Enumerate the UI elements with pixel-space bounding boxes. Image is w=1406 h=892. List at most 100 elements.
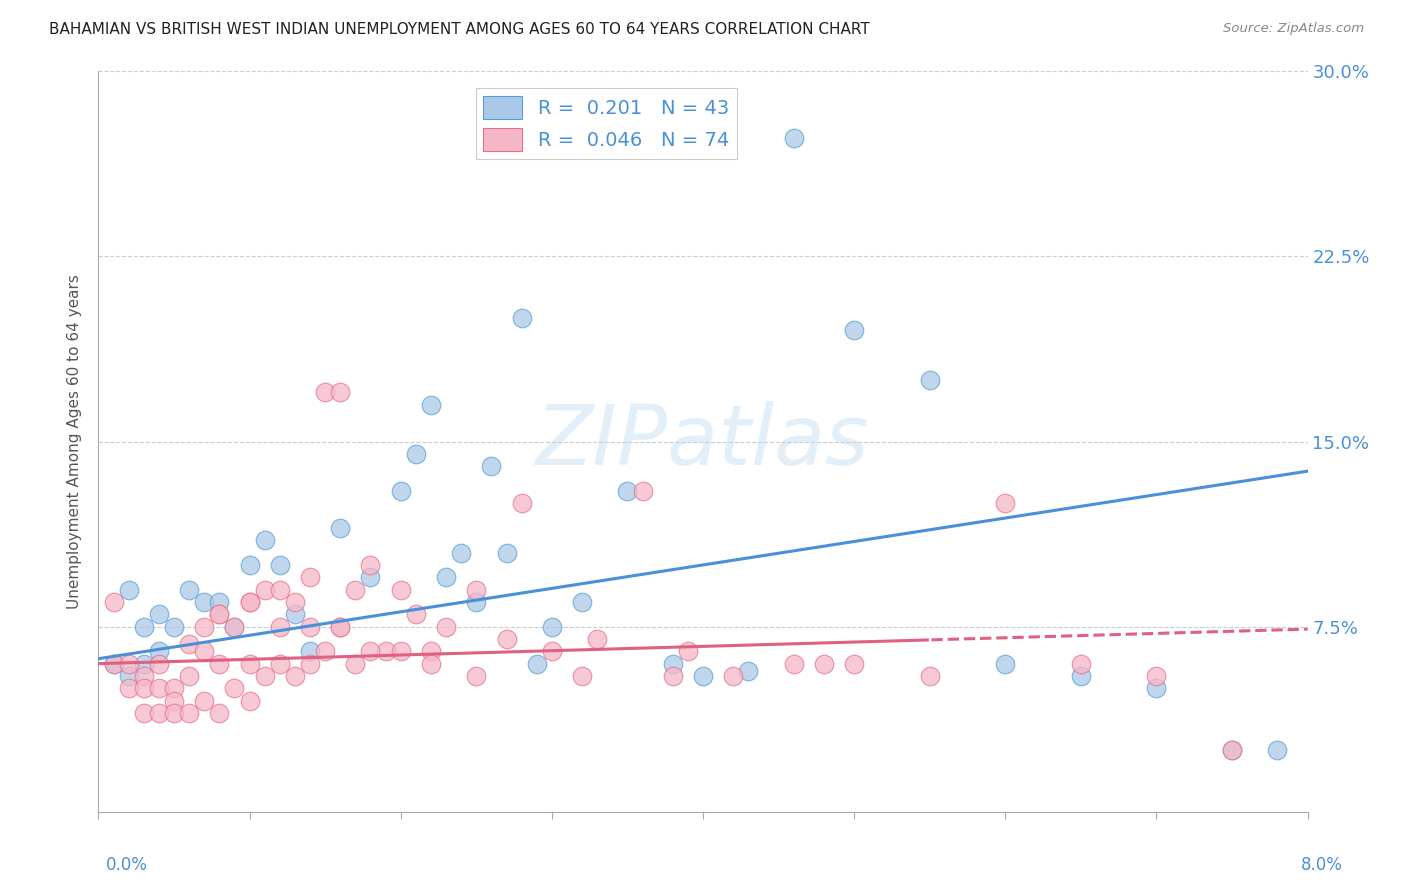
Point	[193, 619, 215, 633]
Point	[193, 595, 215, 609]
Point	[374, 644, 396, 658]
Point	[1070, 657, 1092, 671]
Text: 0.0%: 0.0%	[105, 855, 148, 873]
Point	[360, 644, 382, 658]
Point	[631, 483, 654, 498]
Y-axis label: Unemployment Among Ages 60 to 64 years: Unemployment Among Ages 60 to 64 years	[66, 274, 82, 609]
Point	[132, 706, 155, 720]
Point	[208, 657, 231, 671]
Point	[253, 669, 276, 683]
Point	[465, 595, 488, 609]
Point	[208, 595, 231, 609]
Point	[299, 644, 322, 658]
Point	[118, 669, 141, 683]
Point	[224, 681, 246, 696]
Point	[918, 669, 941, 683]
Point	[299, 619, 322, 633]
Point	[510, 496, 533, 510]
Point	[224, 619, 246, 633]
Point	[571, 669, 593, 683]
Point	[269, 558, 291, 572]
Point	[389, 483, 412, 498]
Point	[420, 398, 443, 412]
Point	[299, 657, 322, 671]
Point	[179, 582, 201, 597]
Point	[179, 706, 201, 720]
Point	[314, 644, 336, 658]
Point	[571, 595, 593, 609]
Text: Source: ZipAtlas.com: Source: ZipAtlas.com	[1223, 22, 1364, 36]
Point	[1267, 743, 1289, 757]
Point	[616, 483, 638, 498]
Point	[269, 657, 291, 671]
Point	[314, 385, 336, 400]
Point	[420, 644, 443, 658]
Point	[132, 657, 155, 671]
Point	[994, 657, 1017, 671]
Point	[239, 558, 262, 572]
Point	[434, 619, 457, 633]
Point	[661, 657, 683, 671]
Point	[526, 657, 548, 671]
Point	[918, 373, 941, 387]
Point	[420, 657, 443, 671]
Point	[284, 669, 307, 683]
Point	[1220, 743, 1243, 757]
Point	[344, 582, 367, 597]
Point	[193, 694, 215, 708]
Point	[148, 607, 170, 622]
Point	[844, 324, 866, 338]
Point	[163, 706, 186, 720]
Text: BAHAMIAN VS BRITISH WEST INDIAN UNEMPLOYMENT AMONG AGES 60 TO 64 YEARS CORRELATI: BAHAMIAN VS BRITISH WEST INDIAN UNEMPLOY…	[49, 22, 870, 37]
Point	[360, 570, 382, 584]
Point	[495, 546, 517, 560]
Point	[239, 595, 262, 609]
Point	[450, 546, 472, 560]
Point	[329, 619, 352, 633]
Point	[148, 657, 170, 671]
Point	[118, 681, 141, 696]
Point	[1070, 669, 1092, 683]
Point	[239, 657, 262, 671]
Point	[208, 607, 231, 622]
Point	[813, 657, 835, 671]
Point	[1146, 681, 1168, 696]
Text: ZIPatlas: ZIPatlas	[536, 401, 870, 482]
Point	[132, 669, 155, 683]
Point	[208, 706, 231, 720]
Point	[118, 582, 141, 597]
Point	[360, 558, 382, 572]
Point	[465, 669, 488, 683]
Point	[253, 533, 276, 548]
Point	[299, 570, 322, 584]
Point	[253, 582, 276, 597]
Point	[103, 657, 125, 671]
Point	[329, 619, 352, 633]
Point	[495, 632, 517, 646]
Point	[481, 459, 503, 474]
Point	[284, 595, 307, 609]
Point	[389, 582, 412, 597]
Point	[1220, 743, 1243, 757]
Point	[692, 669, 714, 683]
Point	[193, 644, 215, 658]
Point	[148, 644, 170, 658]
Point	[208, 607, 231, 622]
Point	[179, 669, 201, 683]
Point	[783, 131, 806, 145]
Point	[224, 619, 246, 633]
Point	[148, 681, 170, 696]
Point	[118, 657, 141, 671]
Point	[676, 644, 699, 658]
Point	[586, 632, 609, 646]
Point	[540, 644, 562, 658]
Point	[329, 385, 352, 400]
Point	[661, 669, 683, 683]
Point	[163, 681, 186, 696]
Point	[405, 607, 427, 622]
Point	[103, 657, 125, 671]
Point	[723, 669, 745, 683]
Point	[148, 706, 170, 720]
Point	[269, 582, 291, 597]
Point	[994, 496, 1017, 510]
